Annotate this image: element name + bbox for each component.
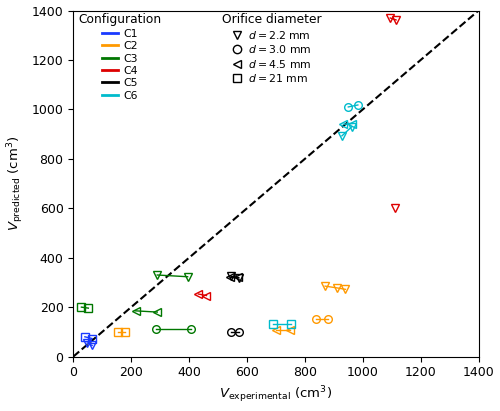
X-axis label: $V_\mathrm{experimental}$ (cm$^3$): $V_\mathrm{experimental}$ (cm$^3$)	[220, 385, 332, 405]
Y-axis label: $V_\mathrm{predicted}$ (cm$^3$): $V_\mathrm{predicted}$ (cm$^3$)	[6, 136, 26, 231]
Legend: $d=2.2$ mm, $d=3.0$ mm, $d=4.5$ mm, $d=21$ mm: $d=2.2$ mm, $d=3.0$ mm, $d=4.5$ mm, $d=2…	[221, 12, 323, 85]
